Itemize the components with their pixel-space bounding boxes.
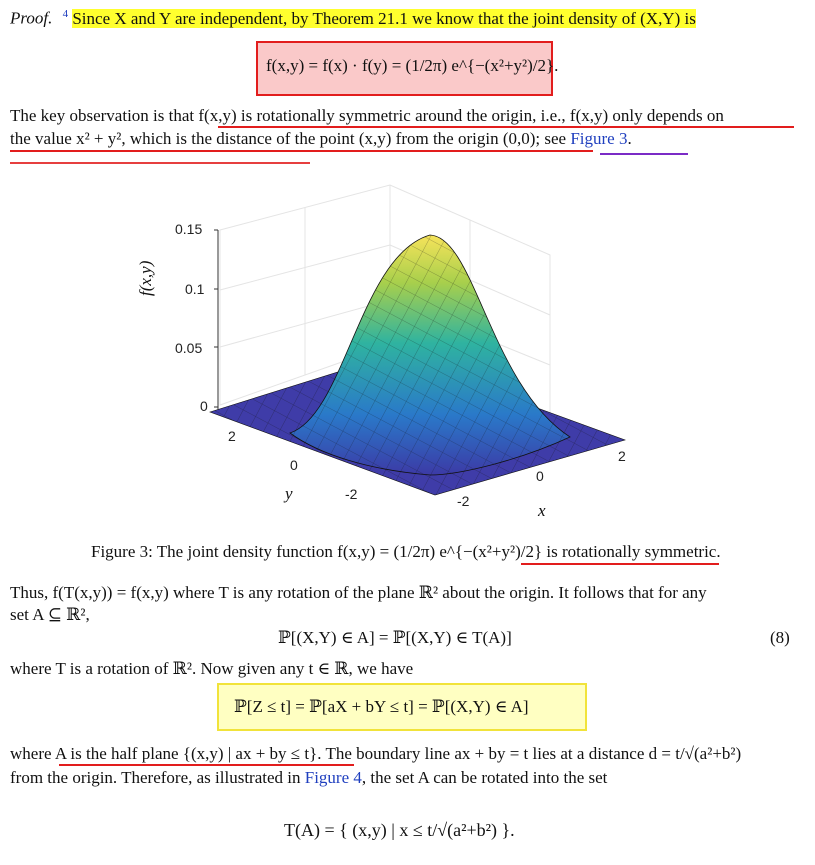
z-tick-label: 0.05 <box>175 340 203 356</box>
z-tick-label: 0.15 <box>175 221 203 237</box>
key-observation-line-2: the value x² + y², which is the distance… <box>10 129 632 149</box>
y-axis-label: y <box>285 484 293 503</box>
surface-plot <box>209 184 626 496</box>
z-axis <box>214 229 219 410</box>
z-tick-label: 0 <box>200 398 208 414</box>
annotation-underline-2 <box>10 150 593 152</box>
annotation-underline-3 <box>10 162 310 164</box>
annotation-underline-1 <box>218 126 794 128</box>
key-observation-text: the value x² + y², which is the distance… <box>10 129 571 148</box>
half-plane-underline <box>59 764 354 766</box>
x-axis-label: x <box>538 501 546 520</box>
thus-line-1: Thus, f(T(x,y)) = f(x,y) where T is any … <box>10 583 707 602</box>
x-tick-label: 0 <box>536 468 544 484</box>
where-rotation-line: where T is a rotation of ℝ². Now given a… <box>10 659 414 678</box>
y-tick-label: -2 <box>345 486 358 502</box>
footnote-mark[interactable]: 4 <box>62 8 69 20</box>
z-tick-label: 0.1 <box>185 281 205 297</box>
theorem-sentence: Since X and Y are independent, by Theore… <box>72 8 696 28</box>
half-plane-line-2: from the origin. Therefore, as illustrat… <box>10 768 608 787</box>
z-axis-label: f(x,y) <box>136 260 155 296</box>
probability-equation-box <box>217 683 587 731</box>
y-tick-label: 0 <box>290 457 298 473</box>
proof-line: Proof. 4 Since X and Y are independent, … <box>10 8 696 29</box>
y-tick-label: 2 <box>228 428 236 444</box>
key-observation-end: . <box>627 129 632 148</box>
thus-line-2: set A ⊆ ℝ², <box>10 605 90 624</box>
x-tick-label: 2 <box>618 448 626 464</box>
figure-4-link[interactable]: Figure 4 <box>304 768 362 787</box>
x-tick-label: -2 <box>457 493 470 509</box>
probability-equation: ℙ[Z ≤ t] = ℙ[aX + bY ≤ t] = ℙ[(X,Y) ∈ A] <box>234 697 529 716</box>
figure-caption: Figure 3: The joint density function f(x… <box>91 542 721 561</box>
equation-8: ℙ[(X,Y) ∈ A] = ℙ[(X,Y) ∈ T(A)] <box>278 628 512 647</box>
rotated-set-equation: T(A) = { (x,y) | x ≤ t/√(a²+b²) }. <box>284 820 515 840</box>
annotation-underline-link <box>600 153 688 155</box>
proof-label: Proof. <box>10 8 53 28</box>
figure-3-link[interactable]: Figure 3 <box>570 129 628 148</box>
caption-underline <box>521 563 719 565</box>
half-plane-line-1: where A is the half plane {(x,y) | ax + … <box>10 744 742 763</box>
density-equation: f(x,y) = f(x) · f(y) = (1/2π) e^{−(x²+y²… <box>266 56 559 75</box>
density-equation-box <box>256 41 553 96</box>
key-observation-line-1: The key observation is that f(x,y) is ro… <box>10 106 724 125</box>
equation-8-number: (8) <box>770 628 790 647</box>
